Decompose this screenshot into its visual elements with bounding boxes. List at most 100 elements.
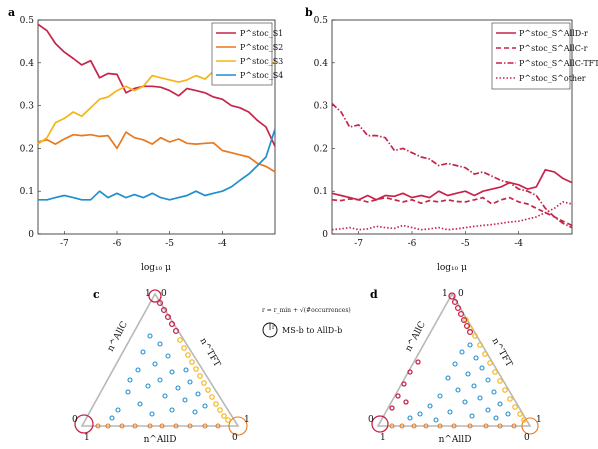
ternary-d-point (448, 292, 456, 300)
ternary-d-point (482, 351, 488, 357)
panel-label-a: a (8, 6, 15, 19)
plot-b-ytick-label: 0.4 (314, 59, 329, 69)
ternary-c-point (164, 313, 172, 321)
ternary-d-point (399, 423, 405, 429)
ternary-d-point (485, 377, 491, 383)
ternary-c-point (168, 320, 176, 328)
plot-b-series-line-3 (331, 201, 573, 231)
ternary-d-point (459, 349, 465, 355)
legend-a-label-s3: P^stoc_S3 (240, 57, 283, 66)
ternary-c-blue-points (109, 333, 208, 421)
legend-a-label-s2: P^stoc_S2 (240, 43, 283, 52)
ternary-d-point (502, 387, 508, 393)
marker-legend-text: MS-b to AllD-b (282, 326, 342, 335)
ternary-c-label-allc: n^AllC (106, 320, 130, 353)
plot-b-ytick-label: 0.5 (314, 16, 329, 26)
ternary-d-point (415, 359, 421, 365)
ternary-d-point (407, 369, 413, 375)
ternary-d-point-large (371, 415, 389, 433)
ternary-c-point (197, 373, 203, 379)
ternary-c-corner-left-top: 0 (72, 415, 78, 425)
ternary-c-corner-right-top: 1 (244, 415, 250, 425)
ternary-d-blue-points (407, 342, 511, 423)
ternary-d-point (477, 342, 483, 348)
ternary-d-point-large (521, 417, 539, 435)
plot-b-ytick-label: 0.1 (314, 187, 328, 197)
ternary-d-point (451, 298, 459, 306)
legend-b-label-other: P^stoc_S^other (519, 74, 586, 83)
ternary-c-point (105, 423, 111, 429)
ternary-c-point (160, 306, 168, 314)
plot-a-ytick-label: 0.1 (20, 187, 34, 197)
ternary-c-point (175, 385, 181, 391)
legend-a-label-s1: P^stoc_S1 (240, 29, 283, 38)
ternary-d-point (492, 369, 498, 375)
legend-b-label-allc-tft: P^stoc_S^AllC-TFT (519, 59, 598, 68)
plot-b-xlabel: log₁₀ μ (437, 263, 467, 273)
ternary-c-point (127, 377, 133, 383)
ternary-d-point (437, 393, 443, 399)
ternary-d-point (472, 333, 478, 339)
ternary-d-point (483, 423, 489, 429)
ternary-d-yellow-points (463, 317, 527, 423)
ternary-c-point (213, 401, 219, 407)
plot-b-series-line-0 (331, 168, 573, 201)
plot-a-series-line-3 (38, 128, 276, 201)
ternary-c-point (209, 394, 215, 400)
ternary-c-point (109, 415, 115, 421)
ternary-d-point (466, 328, 474, 336)
legend-b-box (491, 22, 571, 90)
legend-a-label-s4: P^stoc_S4 (240, 71, 283, 80)
ternary-d-point (497, 378, 503, 384)
plot-a-frame (37, 19, 276, 235)
ternary-c-point (140, 349, 146, 355)
ternary-c-point (145, 383, 151, 389)
plot-a-series-line-0 (37, 23, 276, 147)
ternary-d-point (437, 423, 443, 429)
ternary-c-orange-points (95, 416, 248, 436)
ternary-d-point (389, 405, 395, 411)
ternary-c-point (221, 413, 227, 419)
plot-a-ytick-label: 0.3 (20, 102, 35, 112)
ternary-c-point (182, 397, 188, 403)
ternary-c-point (215, 423, 221, 429)
ternary-d-point (452, 361, 458, 367)
ternary-c-label-tft: n^TFT (197, 337, 221, 369)
ternary-c-corner-left-bottom: 1 (84, 433, 90, 443)
plot-a-xtick-label: -5 (165, 239, 174, 249)
ternary-c-point (181, 345, 187, 351)
plot-b: 0 0.1 0.2 0.3 0.4 0.5 -7 -6 -5 -4 (314, 16, 573, 249)
ternary-d-point (479, 365, 485, 371)
ternary-d-point (497, 423, 503, 429)
ternary-c-corner-top-left: 1 (145, 289, 151, 299)
ternary-d-point (401, 381, 407, 387)
ternary-d-point (471, 383, 477, 389)
ternary-d-point (454, 304, 462, 312)
ternary-c-point (195, 391, 201, 397)
ternary-c-corner-top-right: 0 (161, 289, 167, 299)
ternary-d-point (491, 389, 497, 395)
ternary-c-point (157, 377, 163, 383)
ternary-d-point (467, 342, 473, 348)
ternary-d-corner-left-top: 0 (368, 415, 374, 425)
ternary-d-point (497, 401, 503, 407)
ternary-c-label-alld: n^AllD (144, 435, 177, 445)
plot-b-ytick-label: 0 (322, 230, 328, 240)
ternary-d-point (389, 423, 395, 429)
ternary-d-corner-right-bottom: 0 (524, 433, 530, 443)
ternary-d-point (517, 411, 523, 417)
ternary-c-point (189, 359, 195, 365)
plot-a-ytick-label: 0.5 (20, 16, 35, 26)
ternary-c-point (217, 407, 223, 413)
plot-b-ytick-label: 0.3 (314, 102, 329, 112)
plot-a-xtick-label: -6 (113, 239, 122, 249)
ternary-d-point (467, 423, 473, 429)
ternary-c-point (159, 423, 165, 429)
ternary-c-point (132, 423, 138, 429)
plot-a-ytick-label: 0 (28, 230, 34, 240)
panel-label-d: d (370, 288, 378, 301)
plot-a-xlabel: log₁₀ μ (141, 263, 171, 273)
ternary-c-point (156, 299, 164, 307)
ternary-d-point (465, 371, 471, 377)
